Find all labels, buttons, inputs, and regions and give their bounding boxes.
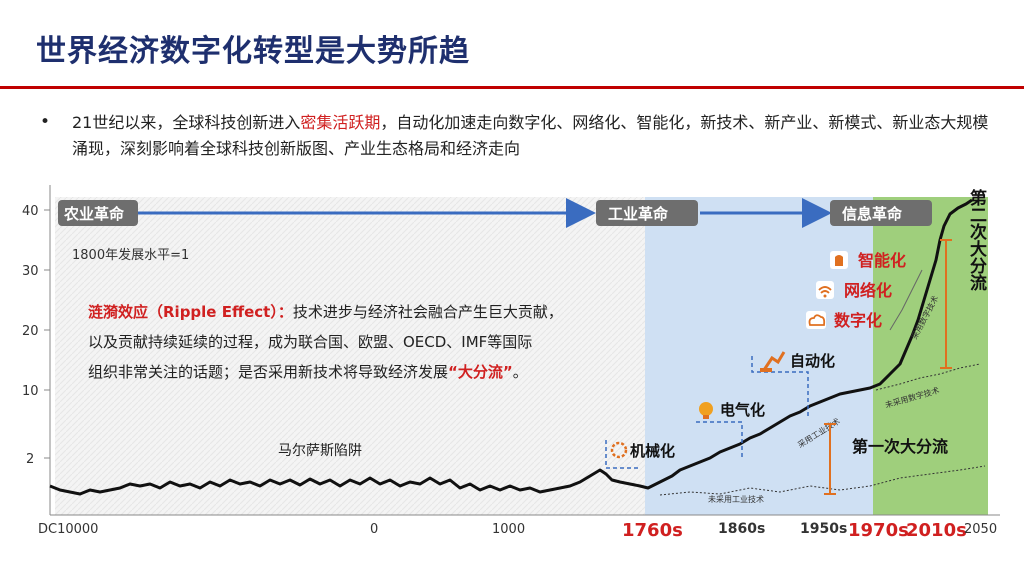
wifi-icon-bg	[816, 281, 834, 299]
ripple-end: 。	[513, 363, 528, 381]
y-tick-label: 10	[22, 384, 39, 399]
ripple-line-2: 以及贡献持续延续的过程，成为联合国、欧盟、OECD、IMF等国际	[88, 333, 532, 351]
era-box	[596, 200, 698, 226]
x-tick-label: 2050	[964, 522, 997, 537]
brain-icon	[835, 255, 843, 266]
intro-paragraph: 21世纪以来，全球科技创新进入密集活跃期，自动化加速走向数字化、网络化、智能化，…	[72, 110, 992, 162]
milestone-label: 机械化	[630, 442, 675, 460]
first-divergence-label: 第一次大分流	[852, 437, 948, 456]
era-box	[58, 200, 138, 226]
era-label: 工业革命	[608, 205, 669, 223]
mechanization-dropline	[605, 440, 640, 469]
first-divergence-tick	[824, 423, 836, 495]
info-background	[873, 197, 988, 515]
cloud-icon	[808, 314, 826, 326]
milestone-label: 数字化	[834, 311, 882, 330]
ripple-line-3: 组织非常关注的话题；是否采用新技术将导致经济发展“大分流”。	[88, 363, 528, 381]
era-agriculture: 农业革命	[58, 200, 138, 226]
y-tick-label: 20	[22, 324, 39, 339]
main-growth-curve	[49, 198, 973, 496]
x-tick-label: DC10000	[38, 522, 98, 537]
era-industrial: 工业革命	[596, 200, 698, 226]
electrification-dropline	[696, 421, 743, 460]
ripple-line3-pre: 组织非常关注的话题；是否采用新技术将导致经济发展	[88, 363, 448, 381]
milestone-intelligence: 智能化	[830, 251, 906, 270]
x-tick-label: 1000	[492, 522, 525, 537]
second-divergence-label: 第二次大分流	[966, 188, 987, 291]
title-divider	[0, 86, 1024, 89]
milestone-networking: 网络化	[816, 281, 892, 300]
milestone-droplines	[605, 356, 809, 469]
divergence-chart: 40 30 20 10 2 DC10000 0 1000 1760s 1860s…	[22, 185, 1000, 541]
gear-icon	[610, 441, 628, 459]
y-tick-label: 2	[26, 452, 34, 467]
milestone-digitalization: 数字化	[806, 311, 882, 330]
x-tick-label-highlight: 1760s	[622, 520, 683, 541]
second-divergence-tick	[940, 239, 952, 369]
label-nonadopt-industrial: 未采用工业技术	[708, 494, 764, 504]
lightbulb-base	[703, 415, 709, 419]
milestone-label: 电气化	[720, 401, 765, 419]
baseline-note: 1800年发展水平=1	[72, 247, 189, 263]
page-title: 世界经济数字化转型是大势所趋	[36, 34, 470, 69]
x-tick-label: 1860s	[718, 521, 765, 537]
y-tick-label: 30	[22, 264, 39, 279]
x-tick-label: 1950s	[800, 521, 847, 537]
era-label: 农业革命	[63, 205, 125, 223]
milestone-label: 智能化	[858, 251, 906, 270]
ripple-quote: “大分流”	[448, 363, 513, 381]
ripple-line-1: 涟漪效应（Ripple Effect）：技术进步与经济社会融合产生巨大贡献，	[88, 303, 563, 321]
x-tick-label-highlight: 1970s	[848, 520, 909, 541]
era-box	[830, 200, 932, 226]
bullet-marker: •	[40, 112, 51, 132]
wifi-dot	[823, 294, 827, 298]
milestone-electrification: 电气化	[699, 401, 765, 419]
era-information: 信息革命	[830, 200, 932, 226]
automation-dropline	[751, 356, 809, 418]
digital-nonadopt-curve	[875, 363, 981, 391]
agri-background	[55, 197, 645, 515]
milestone-automation: 自动化	[760, 351, 835, 372]
para-highlight: 密集活跃期	[300, 113, 381, 132]
era-label: 信息革命	[842, 205, 903, 223]
para-pre: 21世纪以来，全球科技创新进入	[72, 113, 301, 132]
milestone-label: 网络化	[844, 281, 892, 300]
y-ticks	[44, 209, 50, 459]
ripple-title: 涟漪效应（Ripple Effect）：	[88, 303, 293, 321]
milestone-label: 自动化	[790, 352, 835, 370]
wifi-icon	[818, 286, 832, 294]
robot-arm-base	[760, 368, 772, 372]
industrial-background	[645, 197, 873, 515]
lightbulb-icon	[699, 402, 713, 416]
robot-arm-icon	[762, 351, 786, 371]
x-tick-label: 0	[370, 522, 378, 537]
para-post: ，自动化加速走向数字化、网络化、智能化，新技术、新产业、新模式、新业态大规模涌现…	[72, 113, 989, 158]
ripple-line1-rest: 技术进步与经济社会融合产生巨大贡献，	[293, 303, 563, 321]
y-tick-label: 40	[22, 204, 39, 219]
digital-adopt-guide	[889, 269, 923, 331]
x-tick-label-highlight: 2010s	[906, 520, 967, 541]
milestone-mechanization: 机械化	[610, 441, 675, 460]
malthus-label: 马尔萨斯陷阱	[278, 443, 362, 459]
